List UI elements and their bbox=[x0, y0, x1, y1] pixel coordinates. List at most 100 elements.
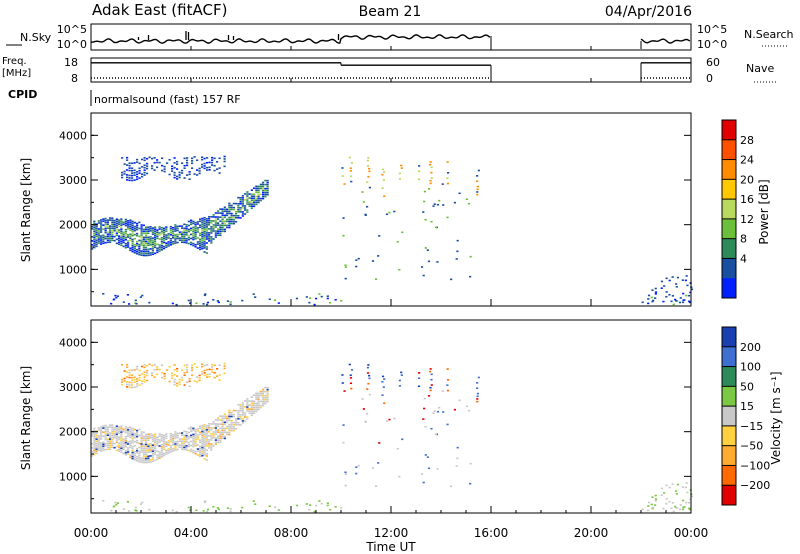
velocity-cell bbox=[213, 371, 216, 374]
velocity-cell bbox=[191, 374, 194, 376]
velocity-cell bbox=[174, 431, 177, 433]
velocity-cell bbox=[194, 438, 197, 441]
power-cell bbox=[214, 222, 217, 224]
velocity-cell bbox=[111, 442, 114, 445]
velocity-cell bbox=[163, 446, 166, 449]
power-cell bbox=[138, 253, 141, 256]
velocity-cell bbox=[183, 371, 186, 374]
velocity-cell bbox=[118, 430, 121, 432]
power-cell bbox=[192, 232, 195, 235]
velocity-cell bbox=[174, 441, 177, 443]
velocity-cell bbox=[127, 427, 130, 429]
velocity-cell bbox=[205, 429, 208, 431]
power-cell bbox=[172, 230, 175, 233]
power-cell bbox=[248, 203, 251, 205]
power-cell bbox=[124, 246, 127, 249]
power-cell bbox=[198, 167, 201, 170]
velocity-cell bbox=[115, 427, 118, 430]
velocity-cell bbox=[193, 363, 196, 365]
velocity-cell bbox=[145, 449, 148, 452]
freq-label-line2: [MHz] bbox=[2, 68, 31, 79]
power-cell bbox=[205, 238, 208, 240]
power-cell bbox=[190, 241, 193, 244]
power-cell bbox=[156, 243, 159, 246]
velocity-cell bbox=[418, 377, 421, 380]
power-cell bbox=[194, 223, 197, 226]
power-cell bbox=[178, 174, 181, 176]
velocity-cell bbox=[654, 494, 657, 497]
power-cell bbox=[434, 226, 438, 229]
power-cell bbox=[185, 227, 188, 230]
power-cell bbox=[142, 254, 145, 257]
power-cell bbox=[140, 236, 143, 238]
power-cell bbox=[102, 238, 105, 241]
velocity-cell bbox=[158, 439, 161, 441]
power-cell bbox=[106, 233, 109, 236]
velocity-cell bbox=[104, 448, 107, 451]
power-cell bbox=[95, 245, 98, 248]
velocity-cell bbox=[102, 449, 105, 452]
power-cell bbox=[175, 303, 178, 306]
power-cell bbox=[124, 230, 127, 233]
power-cell bbox=[383, 171, 386, 173]
power-cell bbox=[127, 236, 130, 238]
velocity-cell bbox=[205, 445, 208, 447]
power-cell bbox=[246, 197, 249, 199]
power-cell bbox=[205, 234, 208, 236]
velocity-cell bbox=[109, 432, 112, 434]
velocity-cell bbox=[109, 448, 112, 450]
velocity-cell bbox=[223, 362, 226, 365]
power-cell bbox=[257, 191, 260, 194]
power-cell bbox=[212, 226, 215, 228]
noise-left-tick-top: 10^5 bbox=[57, 23, 87, 36]
power-cell bbox=[113, 225, 116, 228]
power-cell bbox=[163, 235, 166, 238]
velocity-cell bbox=[194, 444, 197, 447]
power-cell bbox=[160, 228, 163, 231]
velocity-cell bbox=[237, 413, 240, 416]
power-cell bbox=[136, 222, 139, 225]
power-cell bbox=[147, 230, 150, 233]
velocity-cell bbox=[350, 369, 354, 371]
velocity-cell bbox=[476, 392, 479, 395]
power-cell bbox=[104, 221, 107, 224]
velocity-cell bbox=[314, 504, 318, 507]
power-cell bbox=[206, 161, 209, 164]
power-cell bbox=[166, 162, 169, 164]
power-cell bbox=[112, 298, 115, 301]
velocity-cell bbox=[111, 440, 114, 443]
power-cell bbox=[183, 231, 186, 234]
velocity-cell bbox=[230, 415, 233, 418]
power-cell bbox=[210, 222, 213, 224]
velocity-cell bbox=[129, 432, 132, 435]
power-cell bbox=[143, 164, 146, 167]
velocity-cell bbox=[196, 438, 199, 440]
velocity-cell bbox=[210, 437, 213, 439]
power-cell bbox=[663, 285, 666, 287]
power-cell bbox=[106, 219, 109, 221]
power-cell bbox=[128, 167, 131, 169]
power-cell bbox=[253, 201, 256, 204]
power-cell bbox=[201, 227, 204, 230]
power-cell bbox=[342, 234, 345, 237]
velocity-cell bbox=[223, 365, 226, 367]
power-cell bbox=[218, 172, 221, 174]
power-cell bbox=[161, 157, 164, 160]
velocity-cell bbox=[219, 419, 222, 421]
velocity-cell bbox=[145, 435, 148, 438]
velocity-cell bbox=[120, 437, 123, 439]
velocity-cell bbox=[136, 435, 139, 438]
power-cell bbox=[221, 230, 224, 233]
velocity-cell bbox=[158, 368, 161, 371]
power-cell bbox=[163, 241, 166, 244]
power-cell bbox=[109, 229, 112, 231]
velocity-cell bbox=[203, 423, 206, 426]
power-cell bbox=[138, 162, 141, 165]
velocity-cell bbox=[127, 441, 130, 443]
velocity-cell bbox=[193, 380, 196, 382]
power-cell bbox=[145, 244, 148, 247]
power-cell bbox=[129, 225, 132, 228]
velocity-cell bbox=[102, 500, 105, 502]
velocity-cell bbox=[232, 425, 235, 428]
